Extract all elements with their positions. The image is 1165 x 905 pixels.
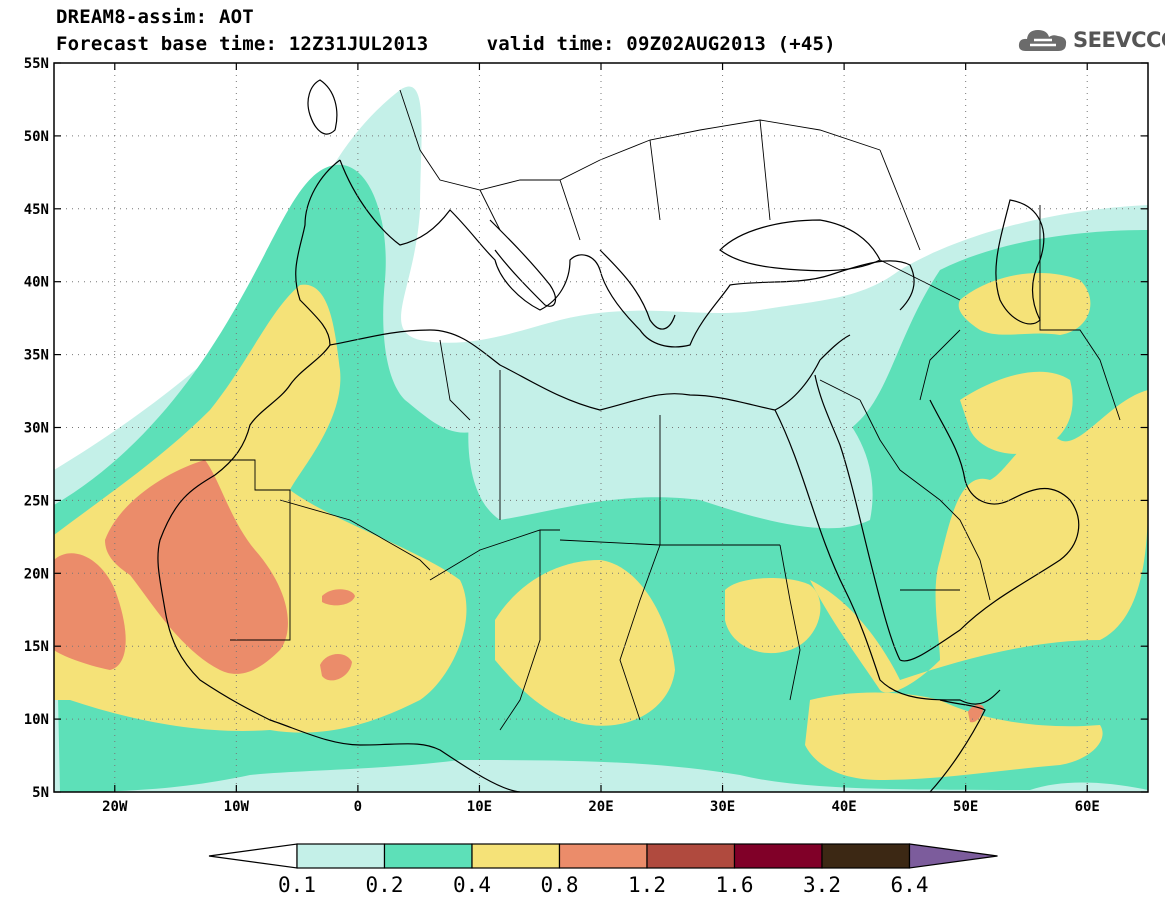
colorbar-label: 1.2 <box>628 873 666 897</box>
lat-tick-label: 45N <box>24 202 49 218</box>
aot-band-08-sahara <box>105 460 288 674</box>
colorbar: 0.1 0.2 0.4 0.8 1.2 1.6 3.2 6.4 <box>208 843 998 897</box>
coast-somalia <box>929 699 986 792</box>
lon-tick-label: 50E <box>953 799 978 815</box>
lat-tick-label: 15N <box>24 639 49 655</box>
colorbar-cell <box>821 843 911 869</box>
lon-tick-label: 40E <box>831 799 856 815</box>
coast-iberia-africa <box>157 159 521 792</box>
coast-mediterranean-south <box>329 329 851 411</box>
political-borders <box>190 89 1121 731</box>
aot-band-08-coast <box>54 553 126 670</box>
colorbar-cell <box>383 843 473 869</box>
lat-tick-label: 5N <box>32 785 49 801</box>
lat-tick-label: 20N <box>24 566 49 582</box>
colorbar-arrow-low <box>208 843 298 869</box>
lat-tick-label: 50N <box>24 129 49 145</box>
coast-persian-gulf <box>899 399 1080 662</box>
coast-arabia-west <box>814 374 901 661</box>
colorbar-label: 3.2 <box>803 873 841 897</box>
lon-tick-label: 20W <box>102 799 128 815</box>
lon-tick-label: 0 <box>354 799 362 815</box>
seevccc-logo: SEEVCCC <box>1016 24 1165 56</box>
aot-band-04-horn <box>810 390 1148 693</box>
lat-tick-label: 30N <box>24 421 49 437</box>
colorbar-label: 0.4 <box>453 873 491 897</box>
colorbar-cell <box>733 843 823 869</box>
aot-band-08-spot1 <box>322 589 355 606</box>
coast-europe <box>339 159 915 348</box>
aot-band-04-caspian <box>958 272 1091 335</box>
colorbar-label: 1.6 <box>716 873 754 897</box>
lat-tick-label: 35N <box>24 348 49 364</box>
colorbar-cell <box>646 843 736 869</box>
coast-britain <box>307 79 338 135</box>
title-product: DREAM8-assim: AOT <box>56 6 254 28</box>
colorbar-arrow-high <box>908 843 998 869</box>
lon-tick-label: 10E <box>467 799 492 815</box>
lat-tick-label: 25N <box>24 493 49 509</box>
colorbar-cell <box>296 843 386 869</box>
aot-band-08-somalia <box>968 704 984 723</box>
lon-tick-label: 60E <box>1075 799 1100 815</box>
colorbar-cell <box>471 843 561 869</box>
colorbar-label: 0.1 <box>278 873 316 897</box>
title-times: Forecast base time: 12Z31JUL2013 valid t… <box>56 33 836 55</box>
aot-band-04-west <box>54 284 467 733</box>
longitude-ticks: 20W 10W 0 10E 20E 30E 40E 50E 60E <box>102 63 1100 815</box>
coast-italy <box>489 219 557 307</box>
lon-tick-label: 10W <box>224 799 250 815</box>
lon-tick-label: 20E <box>588 799 613 815</box>
colorbar-label: 6.4 <box>891 873 929 897</box>
colorbar-label: 0.8 <box>541 873 579 897</box>
aot-band-08-spot2 <box>320 654 352 681</box>
lon-tick-label: 30E <box>710 799 735 815</box>
cloud-icon <box>1018 30 1067 51</box>
colorbar-label: 0.2 <box>366 873 404 897</box>
latitude-ticks: 55N 50N 45N 40N 35N 30N 25N 20N 15N 10N 5N <box>24 56 1148 801</box>
graticule <box>54 63 1148 792</box>
coast-greece <box>599 249 676 330</box>
lat-tick-label: 10N <box>24 712 49 728</box>
coast-red-sea <box>774 409 1001 705</box>
aot-band-04-arabia-lower <box>805 692 1103 780</box>
colorbar-cell <box>558 843 648 869</box>
aot-lowband-libya <box>468 400 873 529</box>
coastlines <box>157 79 1080 792</box>
lat-tick-label: 55N <box>24 56 49 72</box>
aot-band-04-iran <box>960 371 1073 454</box>
lat-tick-label: 40N <box>24 275 49 291</box>
logo-text: SEEVCCC <box>1073 28 1165 52</box>
